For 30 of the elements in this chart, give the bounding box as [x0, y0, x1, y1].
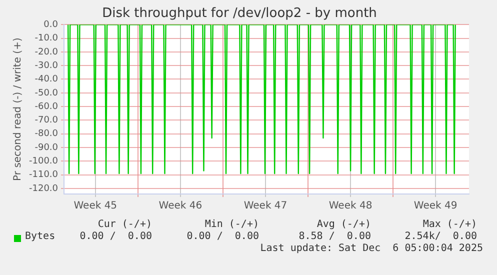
- y-tick-label: -20.0: [34, 47, 58, 58]
- y-tick-label: -120.0: [28, 184, 58, 194]
- y-tick-label: -110.0: [28, 170, 58, 180]
- y-tick-label: -60.0: [34, 102, 58, 112]
- y-tick-label: -30.0: [34, 60, 58, 71]
- text: Max (-/+): [422, 219, 477, 230]
- text: Avg (-/+): [316, 219, 371, 230]
- text: Min (-/+): [204, 219, 259, 230]
- text: 8.58 / 0.00: [298, 231, 371, 242]
- y-tick-label: -70.0: [34, 116, 58, 126]
- x-tick-label: Week 45: [74, 200, 118, 212]
- y-tick-label: -10.0: [34, 34, 58, 44]
- legend-label: Bytes: [25, 231, 56, 242]
- y-tick-label: 0.0: [44, 20, 58, 30]
- x-tick-label: Week 47: [244, 200, 288, 212]
- text: 2.54k/ 0.00: [404, 231, 477, 242]
- text: Cur (-/+): [98, 219, 152, 230]
- y-tick-label: -100.0: [28, 156, 58, 167]
- text: 0.00 / 0.00: [186, 231, 259, 242]
- y-axis-title: Pr second read (-) / write (+): [12, 38, 24, 181]
- y-tick-label: -80.0: [34, 129, 58, 140]
- y-tick-label: -50.0: [34, 88, 58, 98]
- y-tick-label: -40.0: [34, 74, 58, 85]
- text: Last update: Sat Dec 6 05:00:04 2025: [260, 243, 483, 254]
- x-tick-label: Week 46: [158, 200, 202, 212]
- y-tick-label: -90.0: [34, 142, 58, 153]
- x-tick-label: Week 48: [328, 200, 372, 212]
- text: 0.00 / 0.00: [80, 231, 152, 242]
- chart-title: Disk throughput for /dev/loop2 - by month: [102, 6, 377, 22]
- x-tick-label: Week 49: [414, 200, 458, 212]
